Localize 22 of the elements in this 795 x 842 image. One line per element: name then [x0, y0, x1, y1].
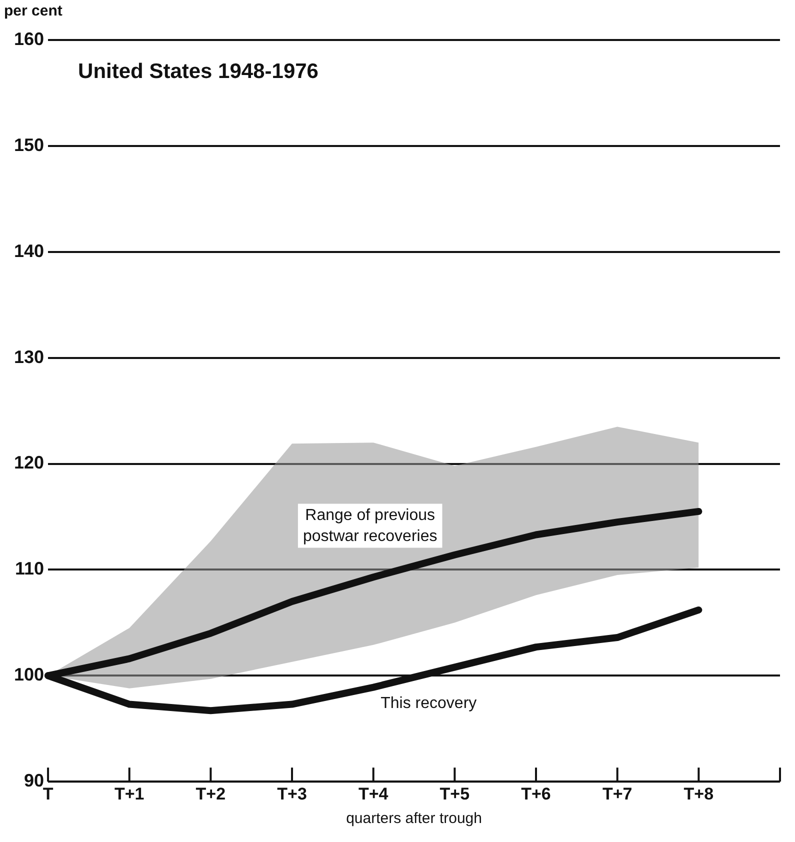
- x-tick-label: T+5: [440, 784, 470, 804]
- x-tick-label: T+2: [196, 784, 226, 804]
- y-tick-label: 160: [14, 28, 44, 49]
- y-tick-label: 110: [14, 558, 44, 579]
- y-tick-label: 130: [14, 346, 44, 367]
- x-tick-label: T: [42, 784, 54, 804]
- x-tick-label: T+1: [114, 784, 144, 804]
- y-tick-label: 120: [14, 452, 44, 473]
- x-tick-label: T+8: [684, 784, 714, 804]
- y-tick-label: 100: [14, 664, 44, 685]
- annotation: Range of previous postwar recoveries: [302, 507, 438, 546]
- text: United States 1948-1976: [78, 60, 318, 83]
- x-axis-title: quarters after trough: [346, 810, 482, 828]
- x-tick-label: T+6: [521, 784, 551, 804]
- y-axis-title: per cent: [4, 2, 62, 20]
- x-tick-label: T+3: [277, 784, 307, 804]
- y-tick-label: 150: [14, 134, 44, 155]
- y-tick-label: 90: [24, 770, 44, 791]
- y-tick-label: 140: [14, 240, 44, 261]
- annotation: This recovery: [380, 695, 477, 712]
- x-tick-label: T+7: [602, 784, 632, 804]
- x-tick-label: T+4: [358, 784, 389, 804]
